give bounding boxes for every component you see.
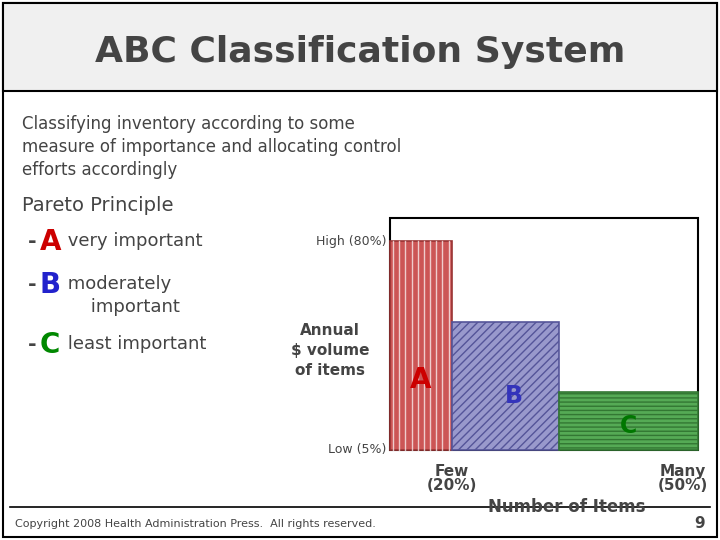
Text: Pareto Principle: Pareto Principle [22, 196, 174, 215]
Text: A: A [40, 228, 61, 256]
Text: moderately: moderately [62, 275, 171, 293]
Text: Low (5%): Low (5%) [328, 443, 386, 456]
Text: 9: 9 [694, 516, 705, 531]
Text: A: A [410, 367, 431, 394]
Text: C: C [620, 414, 637, 438]
Text: B: B [505, 384, 523, 408]
Text: ABC Classification System: ABC Classification System [95, 35, 625, 69]
Text: (50%): (50%) [657, 478, 708, 493]
Text: efforts accordingly: efforts accordingly [22, 161, 177, 179]
Text: High (80%): High (80%) [315, 235, 386, 248]
Bar [451, 322, 559, 450]
Text: -: - [28, 275, 37, 295]
Text: (20%): (20%) [426, 478, 477, 493]
Bar [559, 392, 698, 450]
Bar [3, 3, 717, 91]
Text: very important: very important [62, 232, 202, 250]
Bar [390, 241, 451, 450]
Text: Copyright 2008 Health Administration Press.  All rights reserved.: Copyright 2008 Health Administration Pre… [15, 519, 376, 529]
Text: Many: Many [660, 464, 706, 479]
Text: of items: of items [295, 363, 365, 378]
Bar [390, 218, 698, 450]
Text: Few: Few [434, 464, 469, 479]
Text: -: - [28, 232, 37, 252]
Text: measure of importance and allocating control: measure of importance and allocating con… [22, 138, 401, 156]
Text: least important: least important [62, 335, 207, 353]
Text: $ volume: $ volume [291, 343, 369, 358]
Text: Annual: Annual [300, 323, 360, 338]
Text: C: C [40, 331, 60, 359]
Text: important: important [62, 298, 180, 316]
Text: Number of Items: Number of Items [488, 498, 646, 516]
Text: -: - [28, 335, 37, 355]
Text: Classifying inventory according to some: Classifying inventory according to some [22, 115, 355, 133]
Text: B: B [40, 271, 61, 299]
